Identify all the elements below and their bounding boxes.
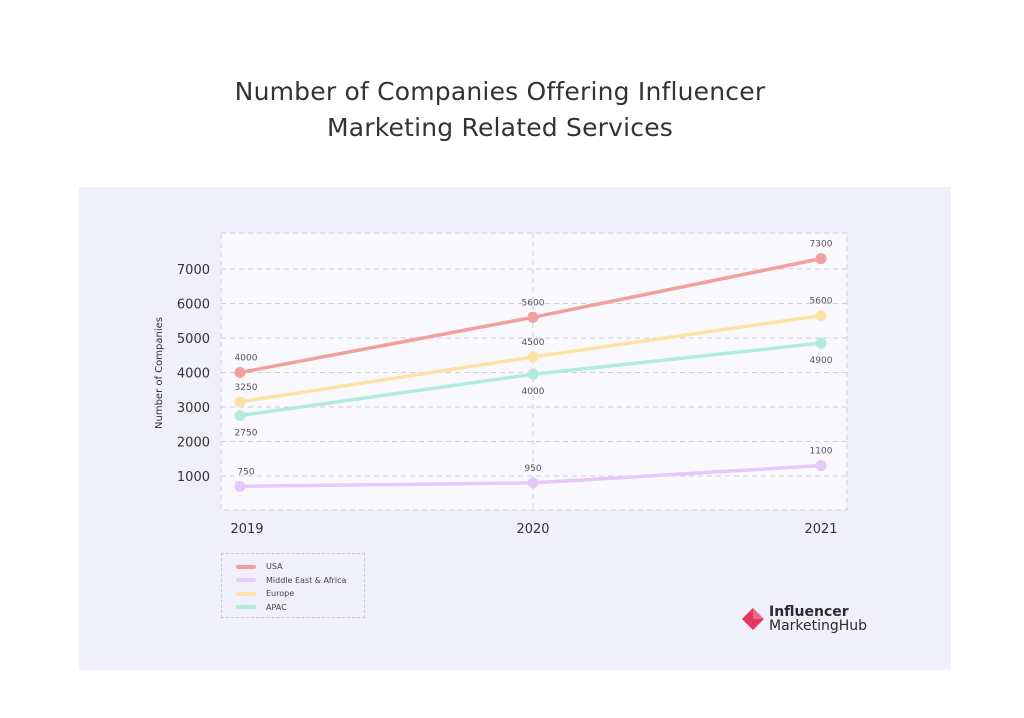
data-label: 2750	[235, 429, 258, 439]
brand-mark-icon	[742, 608, 764, 630]
brand-logo: Influencer MarketingHub	[741, 604, 867, 634]
y-tick-label: 4000	[177, 367, 210, 382]
legend-label: Middle East & Africa	[266, 575, 347, 585]
chart-title-line-1: Number of Companies Offering Influencer	[234, 77, 766, 106]
chart-legend: USA Middle East & Africa Europe APAC	[221, 553, 365, 618]
plot-area	[220, 232, 848, 511]
brand-name-line-2: MarketingHub	[769, 618, 868, 634]
legend-item: APAC	[236, 601, 364, 615]
chart-title: Number of Companies Offering Influencer …	[0, 74, 1000, 146]
data-point	[234, 480, 246, 492]
data-label: 4000	[235, 354, 258, 364]
legend-swatch	[236, 578, 256, 583]
y-tick-label: 7000	[177, 263, 210, 278]
legend-label: APAC	[266, 602, 287, 612]
y-tick-label: 1000	[177, 470, 210, 485]
data-point	[527, 351, 539, 363]
legend-label: Europe	[266, 589, 295, 599]
data-label: 7300	[810, 240, 833, 250]
data-point	[527, 311, 539, 323]
brand-name-line-1: Influencer	[769, 604, 849, 620]
data-point	[527, 477, 539, 489]
data-point	[234, 367, 246, 378]
legend-swatch	[236, 591, 256, 596]
y-tick-label: 6000	[177, 298, 210, 313]
y-tick-label: 5000	[177, 332, 210, 347]
data-point	[815, 460, 827, 472]
x-tick-label: 2021	[804, 522, 837, 537]
chart-title-line-2: Marketing Related Services	[326, 113, 674, 142]
data-label: 4000	[522, 387, 545, 397]
data-label: 4900	[810, 356, 833, 366]
y-tick-label: 2000	[177, 436, 210, 451]
y-axis-label: Number of Companies	[154, 317, 165, 429]
legend-item: Middle East & Africa	[236, 574, 364, 588]
legend-item: USA	[236, 560, 364, 574]
x-tick-label: 2019	[230, 522, 263, 537]
data-point	[234, 410, 246, 422]
legend-label: USA	[266, 562, 283, 572]
data-point	[815, 253, 827, 265]
legend-item: Europe	[236, 587, 364, 601]
data-label: 3250	[235, 383, 258, 393]
legend-swatch	[236, 564, 256, 569]
data-label: 4500	[522, 338, 545, 348]
data-label: 950	[524, 464, 541, 474]
legend-swatch	[236, 605, 256, 610]
data-label: 5600	[810, 297, 833, 307]
data-label: 750	[237, 467, 254, 477]
data-point	[527, 368, 539, 380]
data-point	[815, 310, 827, 322]
x-tick-label: 2020	[516, 522, 549, 537]
data-label: 5600	[522, 298, 545, 308]
y-tick-label: 3000	[177, 401, 210, 416]
data-label: 1100	[810, 447, 833, 457]
data-point	[815, 337, 827, 349]
data-point	[234, 396, 246, 408]
